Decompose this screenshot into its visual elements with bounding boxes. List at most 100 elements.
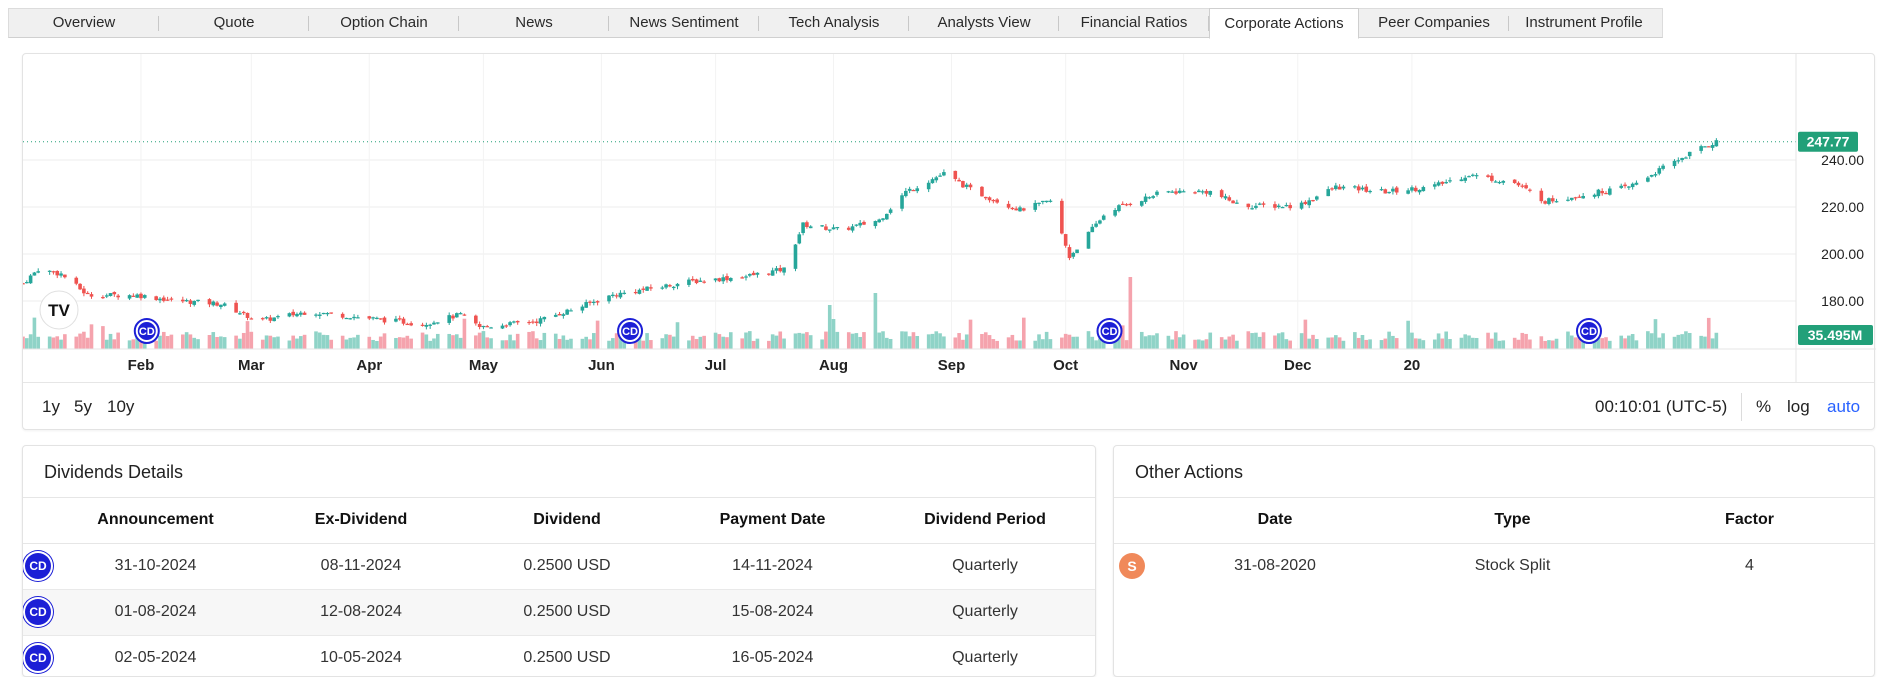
volume-bar	[192, 337, 197, 349]
candle-body	[1440, 181, 1445, 184]
x-tick-label: Mar	[238, 357, 265, 374]
volume-bar	[1684, 331, 1688, 349]
volume-bar	[451, 335, 455, 349]
candle-body	[553, 314, 558, 317]
tab-quote[interactable]: Quote	[159, 9, 309, 37]
tab-instrument-profile[interactable]: Instrument Profile	[1525, 14, 1643, 31]
dividends-header-row: Announcement Ex-Dividend Dividend Paymen…	[23, 498, 1095, 544]
candle-body	[698, 280, 703, 282]
candle-body	[888, 209, 893, 213]
volume-bar	[481, 331, 486, 349]
volume-bar	[287, 340, 292, 349]
percent-scale-button[interactable]: %	[1756, 397, 1772, 416]
split-badge: S	[1119, 553, 1145, 580]
tab-tech-analysis[interactable]: Tech Analysis	[759, 9, 909, 37]
volume-bar	[1299, 333, 1304, 349]
volume-bar	[378, 336, 383, 349]
candle-body	[420, 324, 425, 326]
volume-bar	[108, 333, 113, 349]
volume-bar	[276, 336, 280, 349]
volume-bar	[1307, 338, 1311, 349]
volume-bar	[196, 339, 200, 349]
range-5y-button[interactable]: 5y	[74, 397, 92, 416]
volume-bar	[268, 335, 273, 349]
price-chart[interactable]: 240.00 220.00 200.00 180.00 Feb Mar Apr May Jun J…	[23, 54, 1876, 382]
volume-bar	[755, 338, 760, 349]
candle-body	[142, 295, 147, 298]
volume-bar	[1406, 320, 1410, 349]
candle-body	[1037, 202, 1041, 204]
candle-body	[169, 298, 174, 300]
volume-bar	[987, 335, 992, 349]
volume-bar	[458, 337, 463, 349]
volume-bar	[318, 332, 322, 349]
tab-news[interactable]: News	[459, 9, 609, 37]
candle-body	[474, 315, 478, 324]
log-scale-button[interactable]: log	[1787, 397, 1810, 416]
tab-option-chain[interactable]: Option Chain	[309, 9, 459, 37]
candle-body	[690, 278, 695, 281]
volume-bar	[751, 340, 756, 349]
volume-bar	[1086, 331, 1091, 349]
volume-bar	[1379, 340, 1384, 349]
candle-body	[1044, 200, 1049, 203]
candle-body	[1311, 200, 1315, 202]
volume-bar	[1257, 336, 1262, 349]
auto-scale-button[interactable]: auto	[1827, 397, 1861, 416]
volume-bar	[1200, 340, 1205, 349]
y-tick-label: 200.00	[1821, 246, 1864, 262]
range-10y-button[interactable]: 10y	[107, 397, 135, 416]
candle-body	[591, 301, 596, 303]
volume-bar	[1090, 336, 1095, 349]
volume-bar	[561, 335, 566, 349]
range-1y-button[interactable]: 1y	[42, 397, 60, 416]
candle-body	[926, 182, 931, 190]
volume-bar	[725, 337, 729, 349]
candle-body	[1273, 204, 1277, 208]
candle-body	[1687, 151, 1692, 157]
candle-body	[1143, 196, 1148, 202]
candle-body	[721, 277, 725, 282]
other-actions-title: Other Actions	[1114, 446, 1874, 498]
candle-body	[1166, 191, 1171, 193]
volume-bar	[904, 331, 908, 349]
candle-body	[938, 175, 942, 177]
volume-bar	[591, 333, 596, 349]
candle-body	[1577, 196, 1582, 198]
candle-body	[660, 287, 665, 289]
volume-bar	[356, 334, 360, 349]
candle-body	[1554, 201, 1559, 203]
candle-body	[1071, 252, 1076, 257]
candle-body	[139, 293, 143, 299]
tab-peer-companies[interactable]: Peer Companies	[1359, 9, 1509, 37]
volume-bar	[797, 332, 802, 349]
volume-bar	[1174, 331, 1178, 349]
volume-bar	[348, 337, 353, 349]
volume-bar	[215, 336, 219, 349]
volume-bar	[1474, 337, 1479, 349]
candle-body	[782, 267, 786, 273]
tab-overview[interactable]: Overview	[9, 9, 159, 37]
dividend-marker-fill	[621, 322, 640, 340]
candle-body	[565, 309, 569, 315]
volume-bar	[873, 293, 878, 349]
volume-bar	[1486, 332, 1490, 349]
candle-body	[1710, 145, 1715, 148]
volume-bar	[649, 340, 653, 349]
tab-analysts-view[interactable]: Analysts View	[909, 9, 1059, 37]
candle-body	[1566, 199, 1570, 201]
volume-bar	[801, 333, 805, 349]
volume-bar	[1048, 339, 1053, 349]
candle-body	[1014, 208, 1018, 211]
candle-body	[1330, 188, 1334, 190]
volume-bar	[78, 333, 82, 349]
volume-bar	[1273, 335, 1277, 349]
volume-bar	[1368, 339, 1372, 349]
candle-body	[1653, 174, 1658, 176]
volume-bar	[245, 321, 250, 349]
tab-financial-ratios[interactable]: Financial Ratios	[1059, 9, 1209, 37]
tab-news-sentiment[interactable]: News Sentiment	[609, 9, 759, 37]
volume-bar	[397, 337, 402, 349]
tab-corporate-actions[interactable]: Corporate Actions	[1209, 8, 1359, 39]
candle-body	[371, 317, 375, 319]
